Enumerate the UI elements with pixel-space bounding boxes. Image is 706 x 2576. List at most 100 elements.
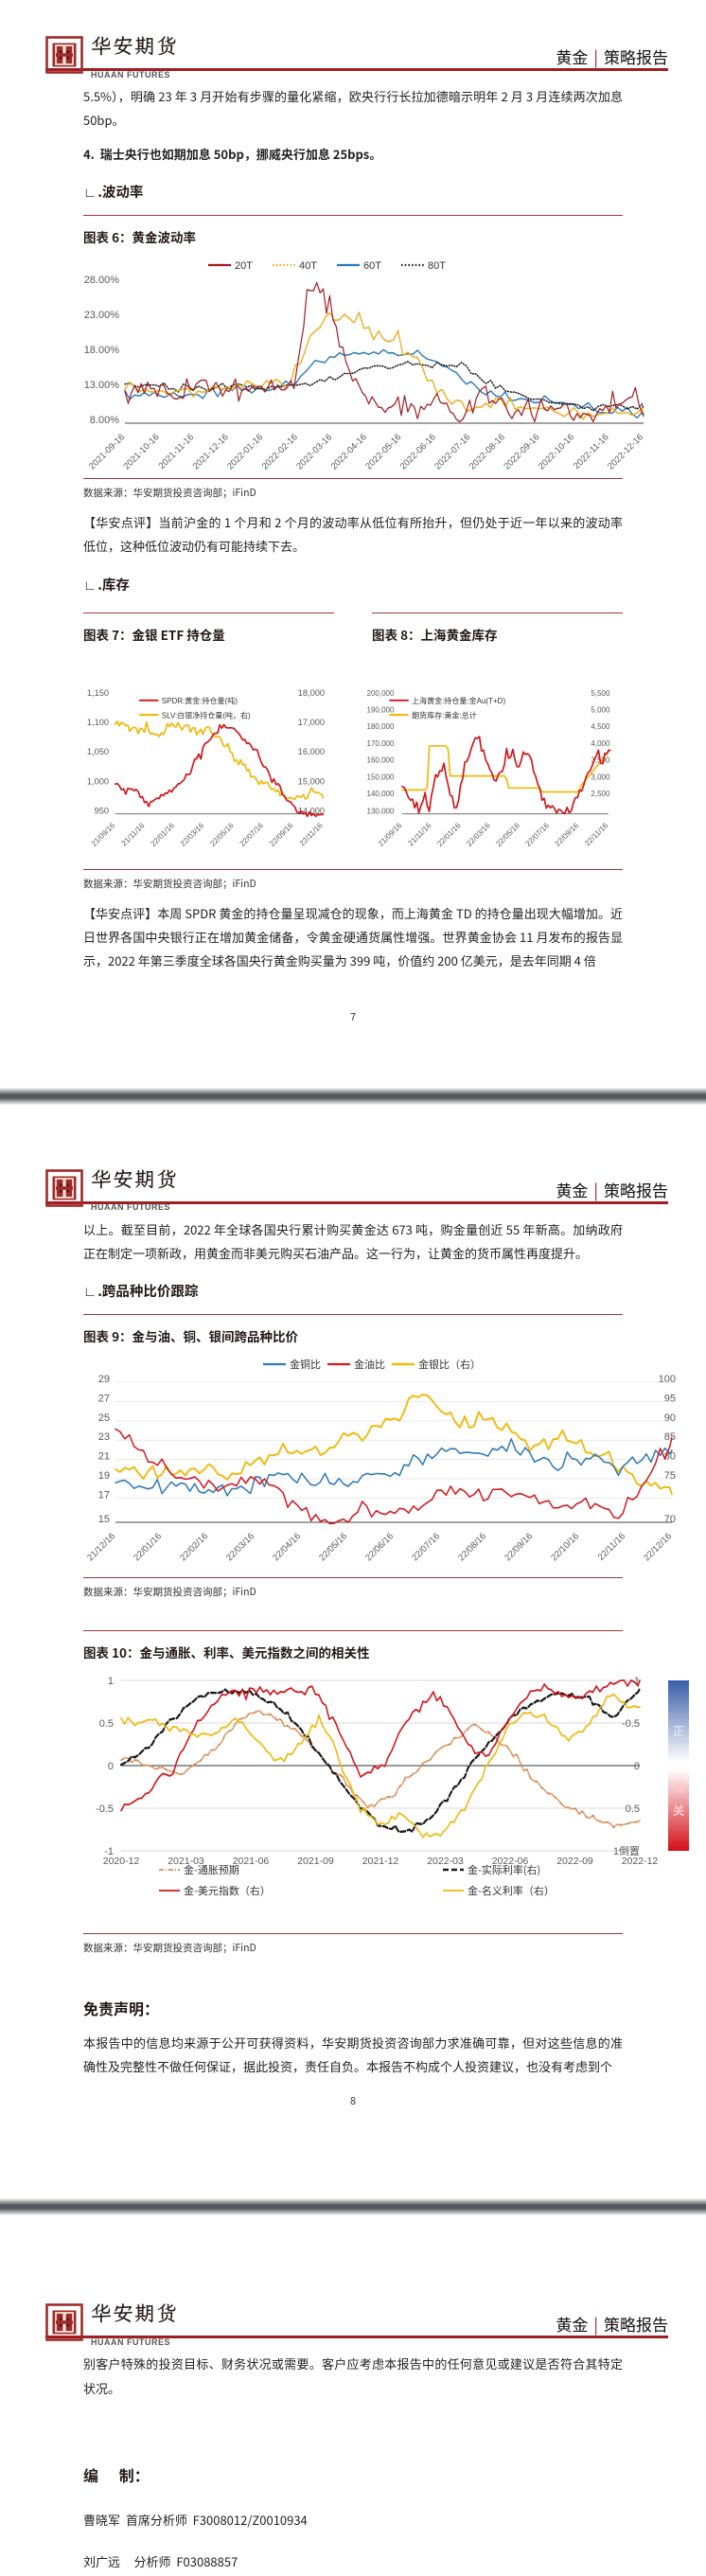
svg-text:22/01/16: 22/01/16 xyxy=(150,821,177,848)
svg-text:130,000: 130,000 xyxy=(366,807,395,815)
svg-text:27: 27 xyxy=(98,1394,110,1405)
svg-text:2021-10-16: 2021-10-16 xyxy=(121,433,161,471)
svg-text:16,000: 16,000 xyxy=(298,747,325,756)
svg-text:8.00%: 8.00% xyxy=(90,415,119,426)
svg-text:15,000: 15,000 xyxy=(298,776,325,786)
svg-text:25: 25 xyxy=(98,1412,110,1424)
svg-text:SPDR:黄金:持仓量(吨): SPDR:黄金:持仓量(吨) xyxy=(162,696,238,705)
svg-text:-0.5: -0.5 xyxy=(622,1718,640,1730)
svg-text:正: 正 xyxy=(673,1721,685,1739)
svg-text:2,500: 2,500 xyxy=(591,790,610,798)
svg-text:75: 75 xyxy=(664,1470,676,1482)
svg-text:2021-09: 2021-09 xyxy=(297,1856,334,1867)
svg-text:95: 95 xyxy=(664,1394,676,1405)
svg-text:90: 90 xyxy=(664,1412,676,1424)
svg-text:1倒置: 1倒置 xyxy=(613,1845,640,1857)
svg-text:170,000: 170,000 xyxy=(366,739,395,748)
svg-text:金油比: 金油比 xyxy=(354,1358,385,1371)
svg-text:21/09/16: 21/09/16 xyxy=(377,821,404,848)
svg-text:150,000: 150,000 xyxy=(366,773,395,781)
svg-text:22/01/16: 22/01/16 xyxy=(435,821,463,848)
svg-text:21/09/16: 21/09/16 xyxy=(90,821,117,848)
svg-text:21/11/16: 21/11/16 xyxy=(406,821,432,847)
svg-text:22/07/16: 22/07/16 xyxy=(410,1532,442,1564)
svg-text:85: 85 xyxy=(664,1432,676,1444)
svg-text:22/10/16: 22/10/16 xyxy=(549,1532,581,1564)
svg-text:金-通胀预期: 金-通胀预期 xyxy=(184,1862,239,1877)
svg-text:1,000: 1,000 xyxy=(87,776,109,786)
svg-text:关: 关 xyxy=(673,1801,685,1819)
svg-text:金铜比: 金铜比 xyxy=(290,1358,321,1371)
svg-text:0.5: 0.5 xyxy=(99,1718,114,1730)
svg-text:22/05/16: 22/05/16 xyxy=(208,821,236,848)
svg-text:22/09/16: 22/09/16 xyxy=(268,821,295,848)
svg-text:-1: -1 xyxy=(630,1676,640,1687)
svg-text:22/01/16: 22/01/16 xyxy=(132,1532,164,1564)
svg-text:2020-12: 2020-12 xyxy=(103,1856,140,1867)
svg-text:21/12/16: 21/12/16 xyxy=(85,1532,117,1564)
svg-text:20T: 20T xyxy=(235,260,253,272)
svg-text:期货库存:黄金:总计: 期货库存:黄金:总计 xyxy=(412,710,477,720)
svg-text:22/05/16: 22/05/16 xyxy=(494,821,521,848)
svg-text:22/11/16: 22/11/16 xyxy=(583,821,609,847)
svg-text:0.5: 0.5 xyxy=(626,1803,640,1815)
svg-text:22/06/16: 22/06/16 xyxy=(363,1532,396,1564)
svg-text:2021-12: 2021-12 xyxy=(362,1856,399,1867)
svg-text:23.00%: 23.00% xyxy=(84,310,120,321)
svg-text:190,000: 190,000 xyxy=(366,705,395,714)
svg-text:SLV:白银净持仓量(吨，右): SLV:白银净持仓量(吨，右) xyxy=(162,710,251,720)
svg-text:100: 100 xyxy=(659,1374,676,1385)
svg-text:200,000: 200,000 xyxy=(366,688,395,697)
svg-text:22/03/16: 22/03/16 xyxy=(179,821,206,848)
svg-text:相: 相 xyxy=(673,1778,685,1796)
svg-text:60T: 60T xyxy=(363,260,381,272)
svg-text:28.00%: 28.00% xyxy=(84,275,120,286)
svg-text:4,000: 4,000 xyxy=(591,739,610,748)
svg-text:金-实际利率(右): 金-实际利率(右) xyxy=(468,1862,540,1877)
svg-text:1,100: 1,100 xyxy=(87,718,109,727)
svg-text:金-美元指数（右）: 金-美元指数（右） xyxy=(184,1883,271,1898)
svg-text:22/07/16: 22/07/16 xyxy=(238,821,266,848)
svg-text:29: 29 xyxy=(98,1374,110,1385)
svg-text:1: 1 xyxy=(108,1676,114,1687)
svg-text:0: 0 xyxy=(634,1761,640,1772)
svg-text:22/07/16: 22/07/16 xyxy=(524,821,552,848)
svg-text:19: 19 xyxy=(98,1470,110,1482)
svg-text:22/09/16: 22/09/16 xyxy=(503,1532,535,1564)
svg-text:80T: 80T xyxy=(428,260,446,272)
svg-text:22/03/16: 22/03/16 xyxy=(465,821,492,848)
svg-text:180,000: 180,000 xyxy=(366,722,395,731)
svg-text:5,000: 5,000 xyxy=(591,705,610,714)
svg-text:金银比（右）: 金银比（右） xyxy=(418,1358,481,1371)
svg-text:金-名义利率（右）: 金-名义利率（右） xyxy=(468,1883,555,1898)
svg-text:1,150: 1,150 xyxy=(87,687,109,697)
svg-text:22/12/16: 22/12/16 xyxy=(642,1532,674,1564)
svg-text:17: 17 xyxy=(98,1490,110,1501)
svg-text:22/05/16: 22/05/16 xyxy=(317,1532,349,1564)
svg-text:0: 0 xyxy=(108,1761,114,1772)
svg-text:13.00%: 13.00% xyxy=(84,380,120,391)
svg-text:21: 21 xyxy=(98,1451,110,1463)
svg-text:17,000: 17,000 xyxy=(298,718,325,727)
svg-text:1,050: 1,050 xyxy=(87,747,109,756)
svg-text:2022-10-16: 2022-10-16 xyxy=(537,433,576,471)
svg-text:140,000: 140,000 xyxy=(366,790,395,798)
svg-text:2022-12-16: 2022-12-16 xyxy=(606,433,645,471)
svg-text:22/02/16: 22/02/16 xyxy=(178,1532,210,1564)
svg-text:3,000: 3,000 xyxy=(591,773,610,781)
svg-text:22/09/16: 22/09/16 xyxy=(554,821,581,848)
svg-text:15: 15 xyxy=(98,1514,110,1525)
svg-text:22/11/16: 22/11/16 xyxy=(596,1532,627,1563)
svg-text:21/11/16: 21/11/16 xyxy=(120,821,147,847)
svg-text:18.00%: 18.00% xyxy=(84,345,120,356)
svg-text:22/03/16: 22/03/16 xyxy=(224,1532,256,1564)
svg-text:22/04/16: 22/04/16 xyxy=(271,1532,303,1564)
svg-text:18,000: 18,000 xyxy=(298,687,325,697)
svg-text:70: 70 xyxy=(664,1514,676,1525)
svg-text:4,500: 4,500 xyxy=(591,722,610,731)
svg-text:22/11/16: 22/11/16 xyxy=(298,821,325,847)
svg-text:22/08/16: 22/08/16 xyxy=(456,1532,488,1564)
svg-text:-0.5: -0.5 xyxy=(96,1803,114,1815)
svg-text:40T: 40T xyxy=(299,260,317,272)
svg-text:2022-09: 2022-09 xyxy=(556,1856,593,1867)
